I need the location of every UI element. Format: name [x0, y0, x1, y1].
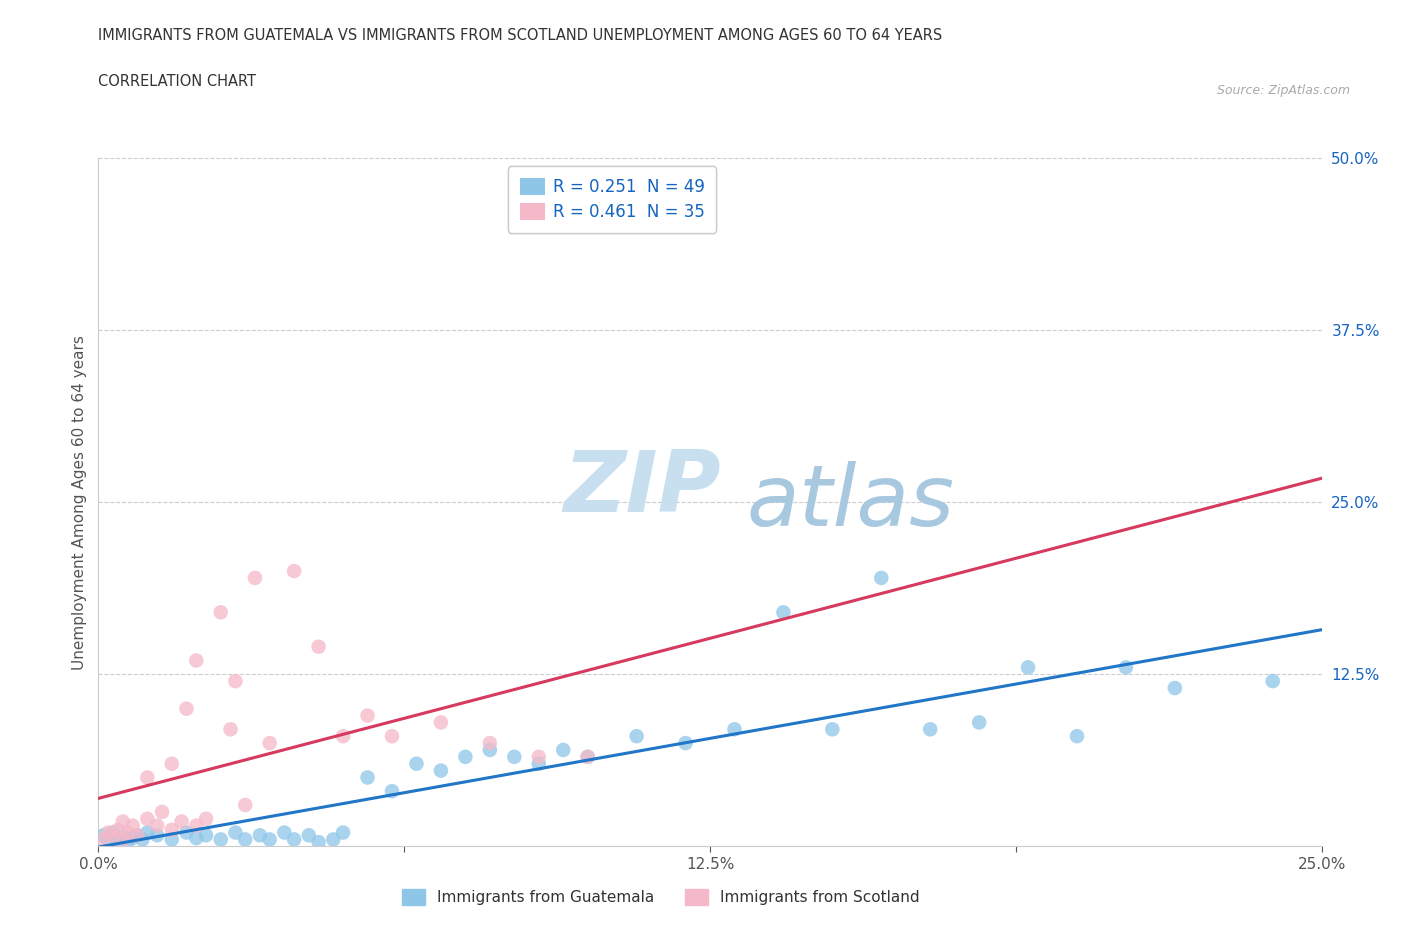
Point: [1261, 673, 1284, 688]
Point: [107, 822, 129, 837]
Point: [298, 828, 321, 843]
Point: [259, 832, 281, 847]
Point: [146, 828, 169, 843]
Text: CORRELATION CHART: CORRELATION CHART: [98, 74, 256, 89]
Point: [127, 828, 149, 843]
Point: [146, 818, 169, 833]
Point: [195, 828, 218, 843]
Point: [111, 830, 134, 844]
Point: [527, 750, 550, 764]
Text: ZIP: ZIP: [564, 447, 721, 530]
Point: [224, 825, 246, 840]
Point: [160, 832, 183, 847]
Point: [101, 825, 124, 840]
Point: [219, 722, 242, 737]
Point: [576, 750, 599, 764]
Point: [283, 832, 305, 847]
Point: [821, 722, 844, 737]
Point: [553, 742, 575, 757]
Point: [233, 798, 256, 813]
Point: [91, 832, 114, 847]
Point: [1066, 729, 1088, 744]
Point: [332, 825, 354, 840]
Point: [176, 701, 198, 716]
Text: atlas: atlas: [747, 460, 955, 544]
Point: [131, 832, 153, 847]
Point: [870, 570, 893, 585]
Point: [243, 570, 266, 585]
Point: [136, 811, 159, 826]
Point: [233, 832, 256, 847]
Point: [381, 729, 404, 744]
Point: [332, 729, 354, 744]
Point: [967, 715, 990, 730]
Point: [249, 828, 271, 843]
Point: [209, 832, 232, 847]
Point: [527, 756, 550, 771]
Point: [454, 750, 477, 764]
Point: [273, 825, 295, 840]
Point: [576, 750, 599, 764]
Point: [195, 811, 218, 826]
Point: [430, 764, 453, 778]
Point: [503, 750, 526, 764]
Point: [111, 814, 134, 829]
Point: [127, 828, 149, 843]
Point: [224, 673, 246, 688]
Point: [160, 822, 183, 837]
Point: [920, 722, 942, 737]
Point: [430, 715, 453, 730]
Point: [121, 830, 143, 845]
Point: [405, 756, 427, 771]
Point: [356, 770, 378, 785]
Point: [91, 828, 114, 843]
Point: [308, 639, 330, 654]
Point: [176, 825, 198, 840]
Point: [478, 736, 501, 751]
Point: [1164, 681, 1187, 696]
Point: [1115, 660, 1137, 675]
Point: [675, 736, 697, 751]
Point: [170, 814, 193, 829]
Point: [186, 818, 208, 833]
Legend: Immigrants from Guatemala, Immigrants from Scotland: Immigrants from Guatemala, Immigrants fr…: [394, 882, 928, 913]
Point: [626, 729, 648, 744]
Y-axis label: Unemployment Among Ages 60 to 64 years: Unemployment Among Ages 60 to 64 years: [72, 335, 87, 670]
Point: [160, 756, 183, 771]
Point: [356, 708, 378, 723]
Point: [772, 604, 794, 619]
Point: [322, 832, 344, 847]
Point: [97, 832, 120, 847]
Point: [723, 722, 745, 737]
Point: [186, 653, 208, 668]
Point: [478, 742, 501, 757]
Point: [117, 833, 139, 848]
Point: [186, 830, 208, 845]
Point: [101, 828, 124, 843]
Point: [259, 736, 281, 751]
Point: [209, 604, 232, 619]
Point: [111, 832, 134, 847]
Text: IMMIGRANTS FROM GUATEMALA VS IMMIGRANTS FROM SCOTLAND UNEMPLOYMENT AMONG AGES 60: IMMIGRANTS FROM GUATEMALA VS IMMIGRANTS …: [98, 28, 942, 43]
Point: [136, 770, 159, 785]
Point: [121, 818, 143, 833]
Text: Source: ZipAtlas.com: Source: ZipAtlas.com: [1216, 84, 1350, 97]
Legend: R = 0.251  N = 49, R = 0.461  N = 35: R = 0.251 N = 49, R = 0.461 N = 35: [508, 166, 717, 232]
Point: [150, 804, 173, 819]
Point: [1017, 660, 1039, 675]
Point: [97, 825, 120, 840]
Point: [308, 835, 330, 850]
Point: [136, 825, 159, 840]
Point: [107, 835, 129, 850]
Point: [381, 784, 404, 799]
Point: [117, 825, 139, 840]
Point: [283, 564, 305, 578]
